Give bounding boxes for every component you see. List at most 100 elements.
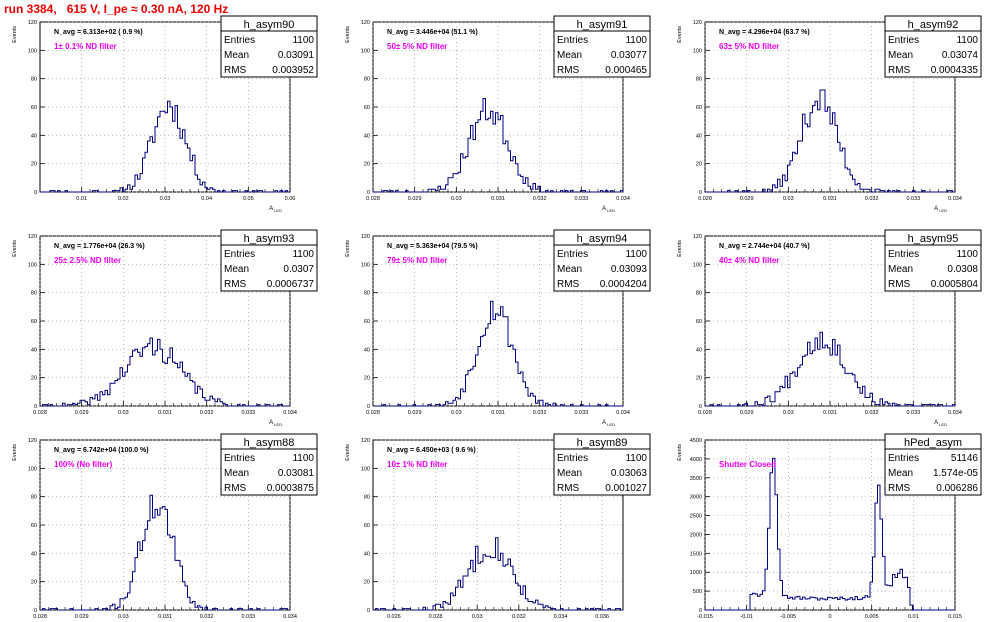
y-tick-label: 2000 bbox=[690, 532, 702, 538]
y-axis-label: Events bbox=[677, 444, 683, 461]
y-tick-label: 100 bbox=[361, 48, 370, 54]
x-tick-label: 0.029 bbox=[75, 614, 89, 620]
y-tick-label: 100 bbox=[693, 262, 702, 268]
stats-value-mean: 0.0308 bbox=[947, 264, 978, 275]
y-tick-label: 40 bbox=[31, 133, 37, 139]
stats-label-mean: Mean bbox=[557, 50, 582, 61]
histogram-name: h_asym92 bbox=[908, 19, 959, 31]
y-tick-label: 0 bbox=[699, 190, 702, 196]
y-tick-label: 80 bbox=[31, 495, 37, 501]
x-tick-label: 0.028 bbox=[33, 410, 47, 416]
x-tick-label: 0.029 bbox=[408, 410, 422, 416]
stats-label-mean: Mean bbox=[888, 468, 913, 479]
x-tick-label: 0.034 bbox=[948, 196, 962, 202]
y-tick-label: 20 bbox=[364, 580, 370, 586]
filter-label: 1± 0.1% ND filter bbox=[54, 42, 117, 51]
x-tick-label: 0.028 bbox=[698, 196, 712, 202]
y-tick-label: 40 bbox=[696, 347, 702, 353]
stats-label-entries: Entries bbox=[888, 249, 919, 260]
stats-label-entries: Entries bbox=[888, 35, 919, 46]
y-tick-label: 80 bbox=[31, 77, 37, 83]
y-tick-label: 120 bbox=[28, 20, 37, 26]
n-avg-annotation: N_avg = 6.313e+02 ( 0.9 %) bbox=[54, 29, 143, 36]
y-axis-label: Events bbox=[677, 240, 683, 257]
stats-value-mean: 0.03081 bbox=[278, 468, 315, 479]
stats-value-entries: 1100 bbox=[292, 35, 314, 46]
x-tick-label: 0.03 bbox=[160, 196, 171, 202]
y-tick-label: 40 bbox=[31, 347, 37, 353]
x-tick-label: 0.03 bbox=[783, 196, 794, 202]
y-tick-label: 20 bbox=[364, 162, 370, 168]
x-tick-label: 0.032 bbox=[200, 614, 214, 620]
stats-value-rms: 0.000465 bbox=[605, 65, 647, 76]
stats-label-entries: Entries bbox=[224, 453, 255, 464]
y-tick-label: 0 bbox=[34, 608, 37, 614]
x-tick-label: 0.05 bbox=[243, 196, 254, 202]
x-tick-label: 0.01 bbox=[908, 614, 919, 620]
x-tick-label: 0.034 bbox=[616, 196, 630, 202]
y-tick-label: 100 bbox=[693, 48, 702, 54]
y-tick-label: 0 bbox=[367, 404, 370, 410]
stats-value-mean: 0.03091 bbox=[278, 50, 315, 61]
x-tick-label: 0.01 bbox=[76, 196, 87, 202]
x-axis-label: A LED bbox=[602, 206, 615, 213]
stats-box-frame bbox=[220, 229, 318, 292]
n-avg-annotation: N_avg = 4.296e+04 (63.7 %) bbox=[719, 29, 810, 36]
y-tick-label: 0 bbox=[699, 404, 702, 410]
stats-label-rms: RMS bbox=[888, 483, 911, 494]
x-tick-label: 0 bbox=[828, 614, 831, 620]
x-tick-label: 0.033 bbox=[906, 410, 920, 416]
stats-value-entries: 1100 bbox=[956, 249, 978, 260]
stats-label-entries: Entries bbox=[224, 249, 255, 260]
y-tick-label: 3500 bbox=[690, 476, 702, 482]
x-tick-label: 0.031 bbox=[158, 410, 172, 416]
x-tick-label: 0.034 bbox=[283, 410, 297, 416]
histogram-panel-h_asym94: 0.028 0.029 0.03 0.031 0.032 0.033 0.034 0 20 40 6… bbox=[345, 229, 651, 427]
x-tick-label: 0.032 bbox=[200, 410, 214, 416]
x-tick-label: 0.032 bbox=[533, 410, 547, 416]
y-axis-label: Events bbox=[12, 26, 18, 43]
y-tick-label: 4000 bbox=[690, 457, 702, 463]
stats-box-frame bbox=[884, 433, 982, 496]
stats-value-entries: 51146 bbox=[951, 453, 979, 464]
stats-box-frame bbox=[553, 229, 651, 292]
y-tick-label: 1500 bbox=[690, 551, 702, 557]
filter-label: 25± 2.5% ND filter bbox=[54, 256, 121, 265]
x-tick-label: 0.03 bbox=[451, 196, 462, 202]
stats-box-frame bbox=[553, 433, 651, 496]
stats-box-frame bbox=[884, 229, 982, 292]
x-tick-label: 0.029 bbox=[75, 410, 89, 416]
x-tick-label: 0.028 bbox=[366, 196, 380, 202]
histogram-name: h_asym95 bbox=[908, 233, 959, 245]
x-tick-label: -0.01 bbox=[740, 614, 753, 620]
y-tick-label: 80 bbox=[31, 291, 37, 297]
y-tick-label: 40 bbox=[696, 133, 702, 139]
stats-value-rms: 0.0006737 bbox=[267, 279, 315, 290]
stats-label-mean: Mean bbox=[557, 468, 582, 479]
x-axis-label: A LED bbox=[934, 206, 947, 213]
stats-label-entries: Entries bbox=[557, 453, 588, 464]
x-tick-label: 0.033 bbox=[906, 196, 920, 202]
y-tick-label: 60 bbox=[31, 319, 37, 325]
y-tick-label: 100 bbox=[28, 262, 37, 268]
stats-box: h_asym94 Entries 1100 Mean 0.03093 RMS 0.00042… bbox=[553, 229, 651, 292]
stats-value-rms: 0.0004204 bbox=[600, 279, 648, 290]
filter-label: 63± 5% ND filter bbox=[719, 42, 779, 51]
y-tick-label: 100 bbox=[361, 466, 370, 472]
x-tick-label: 0.026 bbox=[387, 614, 401, 620]
filter-label: 100% (No filter) bbox=[54, 460, 113, 469]
stats-label-entries: Entries bbox=[224, 35, 255, 46]
stats-box: h_asym92 Entries 1100 Mean 0.03074 RMS 0.00043… bbox=[884, 15, 982, 78]
x-tick-label: 0.029 bbox=[740, 196, 754, 202]
y-tick-label: 100 bbox=[28, 466, 37, 472]
y-tick-label: 120 bbox=[361, 438, 370, 444]
x-tick-label: 0.005 bbox=[865, 614, 879, 620]
y-tick-label: 60 bbox=[364, 105, 370, 111]
stats-label-mean: Mean bbox=[557, 264, 582, 275]
stats-value-rms: 0.001027 bbox=[605, 483, 647, 494]
stats-box-frame bbox=[220, 433, 318, 496]
stats-label-rms: RMS bbox=[557, 65, 580, 76]
histogram-line bbox=[373, 537, 623, 611]
n-avg-annotation: N_avg = 2.744e+04 (40.7 %) bbox=[719, 243, 810, 250]
